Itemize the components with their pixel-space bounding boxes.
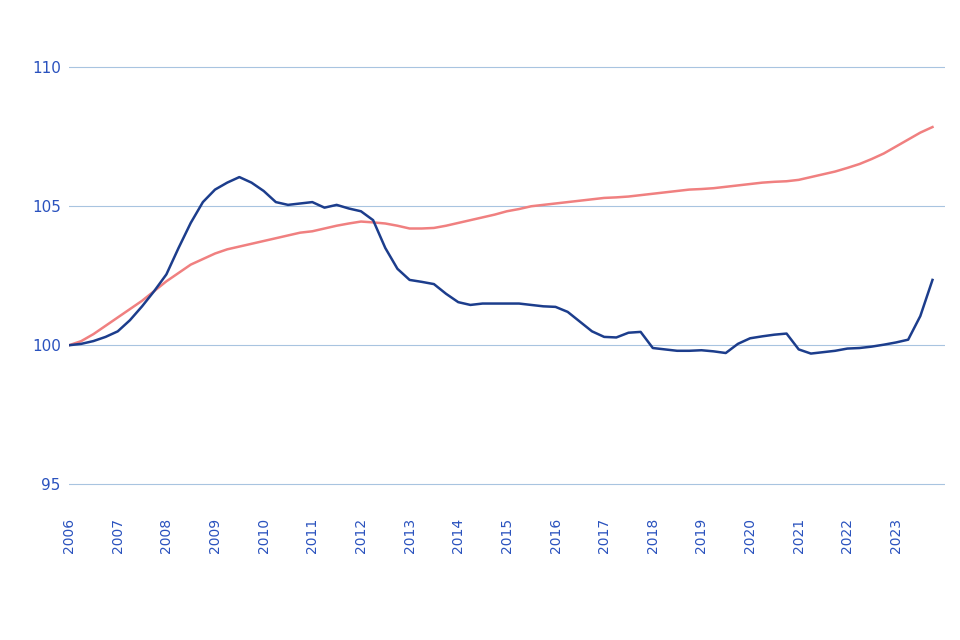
Line: Genferseeregion: Genferseeregion bbox=[69, 127, 932, 345]
Zürich bbox=[623, 329, 635, 337]
Line: Zürich: Zürich bbox=[69, 177, 932, 353]
Zürich bbox=[878, 341, 890, 349]
Zürich bbox=[562, 308, 573, 316]
Genferseeregion bbox=[185, 260, 197, 268]
Genferseeregion bbox=[355, 218, 367, 225]
Genferseeregion bbox=[611, 193, 622, 201]
Genferseeregion bbox=[270, 234, 281, 242]
Genferseeregion bbox=[926, 124, 938, 131]
Genferseeregion bbox=[550, 200, 562, 207]
Genferseeregion bbox=[647, 190, 659, 198]
Zürich bbox=[805, 349, 817, 357]
Zürich bbox=[368, 216, 379, 224]
Zürich bbox=[63, 341, 75, 349]
Zürich bbox=[926, 276, 938, 284]
Zürich bbox=[233, 173, 245, 181]
Zürich bbox=[660, 346, 671, 353]
Genferseeregion bbox=[63, 341, 75, 349]
Zürich bbox=[185, 219, 197, 227]
